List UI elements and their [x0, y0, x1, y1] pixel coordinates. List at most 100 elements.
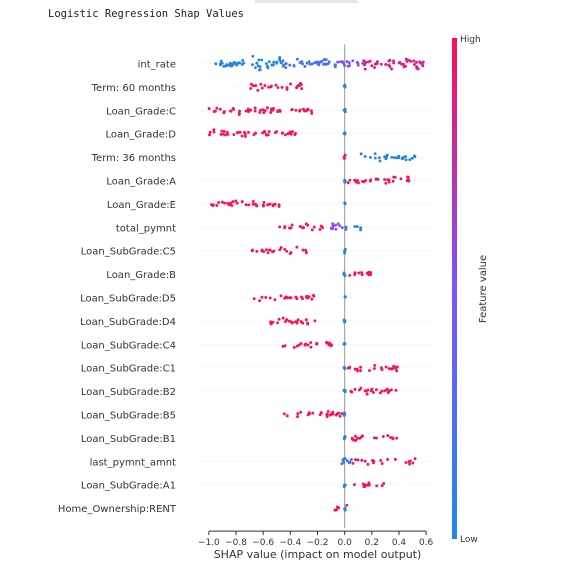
shap-point	[399, 177, 403, 181]
shap-point	[276, 110, 280, 114]
shap-point	[287, 319, 291, 323]
shap-point	[348, 273, 352, 277]
shap-point	[259, 108, 263, 112]
shap-point	[359, 365, 363, 369]
shap-point	[305, 108, 309, 112]
shap-point	[345, 503, 349, 507]
shap-point	[350, 436, 354, 440]
shap-point	[387, 180, 391, 184]
shap-point	[408, 158, 412, 162]
shap-point	[283, 344, 287, 348]
shap-point	[285, 86, 289, 90]
shap-point	[359, 228, 362, 232]
shap-point	[387, 178, 391, 182]
shap-point	[328, 413, 332, 417]
shap-point	[363, 459, 367, 463]
shap-point	[366, 388, 370, 392]
shap-point	[415, 60, 418, 64]
shap-point	[375, 60, 379, 64]
shap-point	[299, 83, 303, 86]
shap-point	[379, 458, 383, 462]
shap-point	[360, 458, 364, 462]
shap-point	[407, 179, 411, 183]
shap-point	[387, 64, 391, 68]
shap-point	[392, 364, 396, 368]
feature-label: Loan_Grade:B	[106, 270, 176, 281]
shap-point	[353, 387, 357, 391]
shap-point	[244, 203, 248, 207]
shap-point	[380, 484, 384, 488]
shap-point	[260, 58, 264, 62]
shap-point	[348, 178, 352, 182]
shap-point	[269, 111, 273, 114]
shap-point	[295, 245, 299, 249]
shap-point	[234, 199, 238, 203]
shap-point	[313, 61, 317, 65]
shap-point	[326, 409, 330, 413]
shap-point	[356, 61, 360, 65]
shap-point	[343, 201, 347, 205]
shap-point	[292, 64, 296, 68]
shap-point	[235, 201, 239, 205]
shap-point	[231, 200, 235, 204]
shap-point	[343, 456, 346, 460]
shap-point	[229, 109, 232, 113]
shap-point	[412, 154, 416, 158]
shap-point	[290, 223, 294, 227]
shap-point	[372, 461, 375, 465]
shap-point	[361, 179, 364, 183]
shap-point	[300, 226, 304, 230]
shap-points	[207, 54, 425, 512]
shap-point	[389, 436, 393, 439]
shap-point	[408, 462, 412, 466]
shap-point	[395, 156, 399, 160]
shap-point	[279, 246, 283, 250]
shap-point	[210, 203, 213, 206]
shap-point	[269, 108, 273, 112]
shap-point	[351, 461, 355, 465]
shap-point	[380, 462, 384, 465]
shap-point	[274, 131, 277, 135]
shap-point	[228, 202, 232, 206]
shap-point	[225, 63, 229, 66]
shap-point	[370, 64, 374, 68]
shap-point	[284, 320, 287, 323]
shap-point	[380, 389, 384, 393]
feature-label: total_pymnt	[116, 223, 176, 234]
shap-point	[294, 108, 298, 112]
shap-point	[402, 65, 406, 69]
shap-point	[298, 224, 302, 228]
shap-point	[265, 64, 269, 68]
shap-point	[319, 411, 323, 415]
page-title: Logistic Regression Shap Values	[48, 8, 244, 20]
shap-point	[292, 345, 296, 349]
shap-point	[310, 111, 314, 115]
shap-point	[223, 133, 227, 137]
shap-point	[404, 155, 407, 158]
shap-point	[362, 63, 366, 67]
shap-point	[322, 62, 326, 66]
shap-point	[334, 223, 338, 227]
shap-point	[372, 436, 376, 440]
x-tick-label: −0.6	[252, 538, 274, 548]
feature-label: Term: 60 months	[91, 83, 176, 94]
x-tick-label: 0.6	[419, 538, 434, 548]
feature-label: last_pymnt_amnt	[90, 457, 177, 468]
shap-point	[236, 130, 240, 134]
shap-point	[400, 62, 404, 66]
shap-point	[343, 131, 347, 135]
feature-label: Loan_SubGrade:B5	[81, 411, 176, 422]
shap-point	[354, 439, 358, 442]
shap-point	[369, 271, 373, 274]
shap-point	[294, 295, 298, 299]
shap-point	[253, 109, 257, 113]
shap-point	[258, 299, 262, 303]
shap-point	[375, 484, 379, 488]
shap-point	[295, 57, 299, 61]
shap-point	[220, 129, 224, 133]
shap-point	[372, 390, 375, 394]
shap-point	[291, 130, 295, 133]
shap-point	[342, 389, 346, 393]
shap-point	[288, 63, 292, 67]
shap-point	[392, 61, 396, 65]
